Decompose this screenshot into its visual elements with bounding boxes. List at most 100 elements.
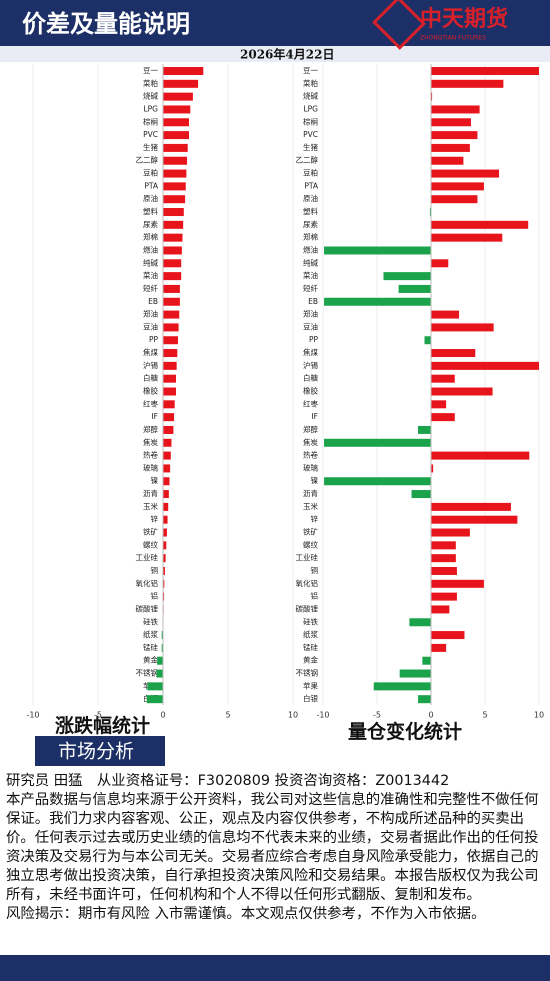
y-tick-label: 黄金: [303, 655, 318, 665]
y-tick-label: IF: [311, 412, 318, 421]
chart-title: 量仓变化统计: [348, 720, 462, 743]
y-tick-label: 白糖: [143, 373, 158, 383]
bar: [431, 118, 471, 127]
bar: [163, 143, 188, 152]
y-tick-label: EB: [148, 297, 158, 306]
bar: [431, 643, 447, 652]
bar: [431, 374, 455, 383]
bar: [324, 246, 431, 255]
bar: [411, 490, 431, 499]
y-tick-label: 橡胶: [303, 386, 318, 396]
y-tick-label: 烧碱: [143, 91, 158, 101]
bar: [163, 502, 169, 511]
bar: [163, 297, 180, 306]
bar: [431, 131, 478, 140]
bar: [163, 361, 177, 370]
y-tick-label: 玻璃: [303, 462, 318, 472]
y-tick-label: PP: [149, 335, 159, 344]
y-tick-label: 生猪: [143, 142, 158, 152]
x-tick-label: 5: [482, 711, 487, 720]
x-tick-label: 0: [428, 711, 433, 720]
y-tick-label: 苹果: [303, 680, 318, 690]
bar: [431, 156, 464, 165]
bar: [146, 695, 163, 704]
bar: [163, 541, 167, 550]
y-tick-label: 菜油: [303, 270, 318, 280]
y-tick-label: 红枣: [303, 398, 318, 408]
y-tick-label: 短纤: [143, 283, 158, 293]
y-tick-label: 菜粕: [303, 78, 318, 88]
bar: [157, 656, 163, 665]
logo: 中天期货: [420, 6, 508, 32]
bar: [163, 233, 183, 242]
bar: [399, 669, 431, 678]
y-tick-label: 郑醇: [143, 424, 158, 434]
y-tick-label: 铝: [311, 591, 319, 601]
y-tick-label: 郑油: [143, 309, 158, 319]
y-tick-label: 沪锡: [143, 360, 158, 370]
chart-title: 涨跌幅统计: [55, 714, 150, 737]
y-tick-label: 尿素: [143, 219, 158, 229]
y-tick-label: 豆粕: [143, 168, 158, 178]
section-box: [35, 736, 165, 766]
bar: [163, 592, 165, 601]
y-tick-label: 铁矿: [143, 527, 158, 537]
bar: [324, 297, 431, 306]
bar: [163, 566, 165, 575]
bar: [431, 105, 480, 114]
y-tick-label: IF: [151, 412, 158, 421]
bar: [163, 208, 184, 217]
footer-bar: [0, 955, 550, 981]
bar: [161, 643, 163, 652]
bar: [431, 605, 450, 614]
date: 2026年4月22日: [240, 47, 334, 62]
y-tick-label: 焦炭: [303, 437, 318, 447]
y-tick-label: 焦煤: [303, 347, 318, 357]
bar: [429, 208, 431, 217]
bar: [431, 310, 460, 319]
bar: [431, 579, 484, 588]
y-tick-label: PVC: [303, 130, 318, 139]
section-title: 市场分析: [58, 741, 134, 763]
y-tick-label: 铜: [151, 565, 159, 575]
y-tick-label: 镍: [311, 475, 319, 485]
bar: [431, 361, 539, 370]
bar: [431, 451, 530, 460]
y-tick-label: 纸浆: [303, 629, 318, 639]
bar: [431, 233, 503, 242]
bar: [398, 284, 431, 293]
header-bar: [0, 0, 550, 46]
y-tick-label: PTA: [304, 181, 319, 190]
bar: [383, 272, 431, 281]
y-tick-label: 燃油: [303, 244, 318, 254]
bar: [431, 400, 447, 409]
y-tick-label: 工业硅: [296, 552, 319, 562]
y-tick-label: EB: [308, 297, 318, 306]
y-tick-label: 玉米: [303, 501, 318, 511]
y-tick-label: 郑醇: [303, 424, 318, 434]
bar: [163, 67, 204, 75]
bar: [163, 451, 171, 460]
bar: [163, 413, 175, 422]
bar: [431, 541, 456, 550]
y-tick-label: 氧化铝: [136, 578, 159, 588]
bar: [163, 246, 182, 255]
bar: [163, 92, 193, 101]
logo-en: ZHONGTIAN FUTURES: [420, 35, 486, 42]
bar: [424, 336, 431, 345]
bar: [163, 477, 170, 486]
x-tick-label: -10: [316, 711, 329, 720]
y-tick-label: 热卷: [143, 450, 158, 460]
y-tick-label: 沥青: [143, 488, 158, 498]
bar: [431, 566, 457, 575]
y-tick-label: 铝: [151, 591, 159, 601]
y-tick-label: 焦煤: [143, 347, 158, 357]
risk: 风险揭示：期市有风险 入市需谨慎。本文观点仅供参考，不作为入市依据。: [6, 906, 486, 922]
bar: [431, 387, 493, 396]
bar: [431, 220, 529, 229]
y-tick-label: 热卷: [303, 450, 318, 460]
y-tick-label: 焦炭: [143, 437, 158, 447]
y-tick-label: LPG: [143, 104, 158, 113]
bar: [163, 310, 180, 319]
